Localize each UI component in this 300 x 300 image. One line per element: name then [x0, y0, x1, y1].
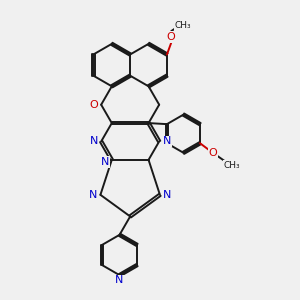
- Text: N: N: [90, 136, 98, 146]
- Text: N: N: [101, 157, 110, 167]
- Text: CH₃: CH₃: [175, 21, 191, 30]
- Text: O: O: [167, 32, 176, 42]
- Text: O: O: [209, 148, 218, 158]
- Text: CH₃: CH₃: [224, 161, 240, 170]
- Text: O: O: [89, 100, 98, 110]
- Text: N: N: [163, 190, 172, 200]
- Text: N: N: [162, 136, 171, 146]
- Text: N: N: [116, 275, 124, 286]
- Text: N: N: [89, 190, 97, 200]
